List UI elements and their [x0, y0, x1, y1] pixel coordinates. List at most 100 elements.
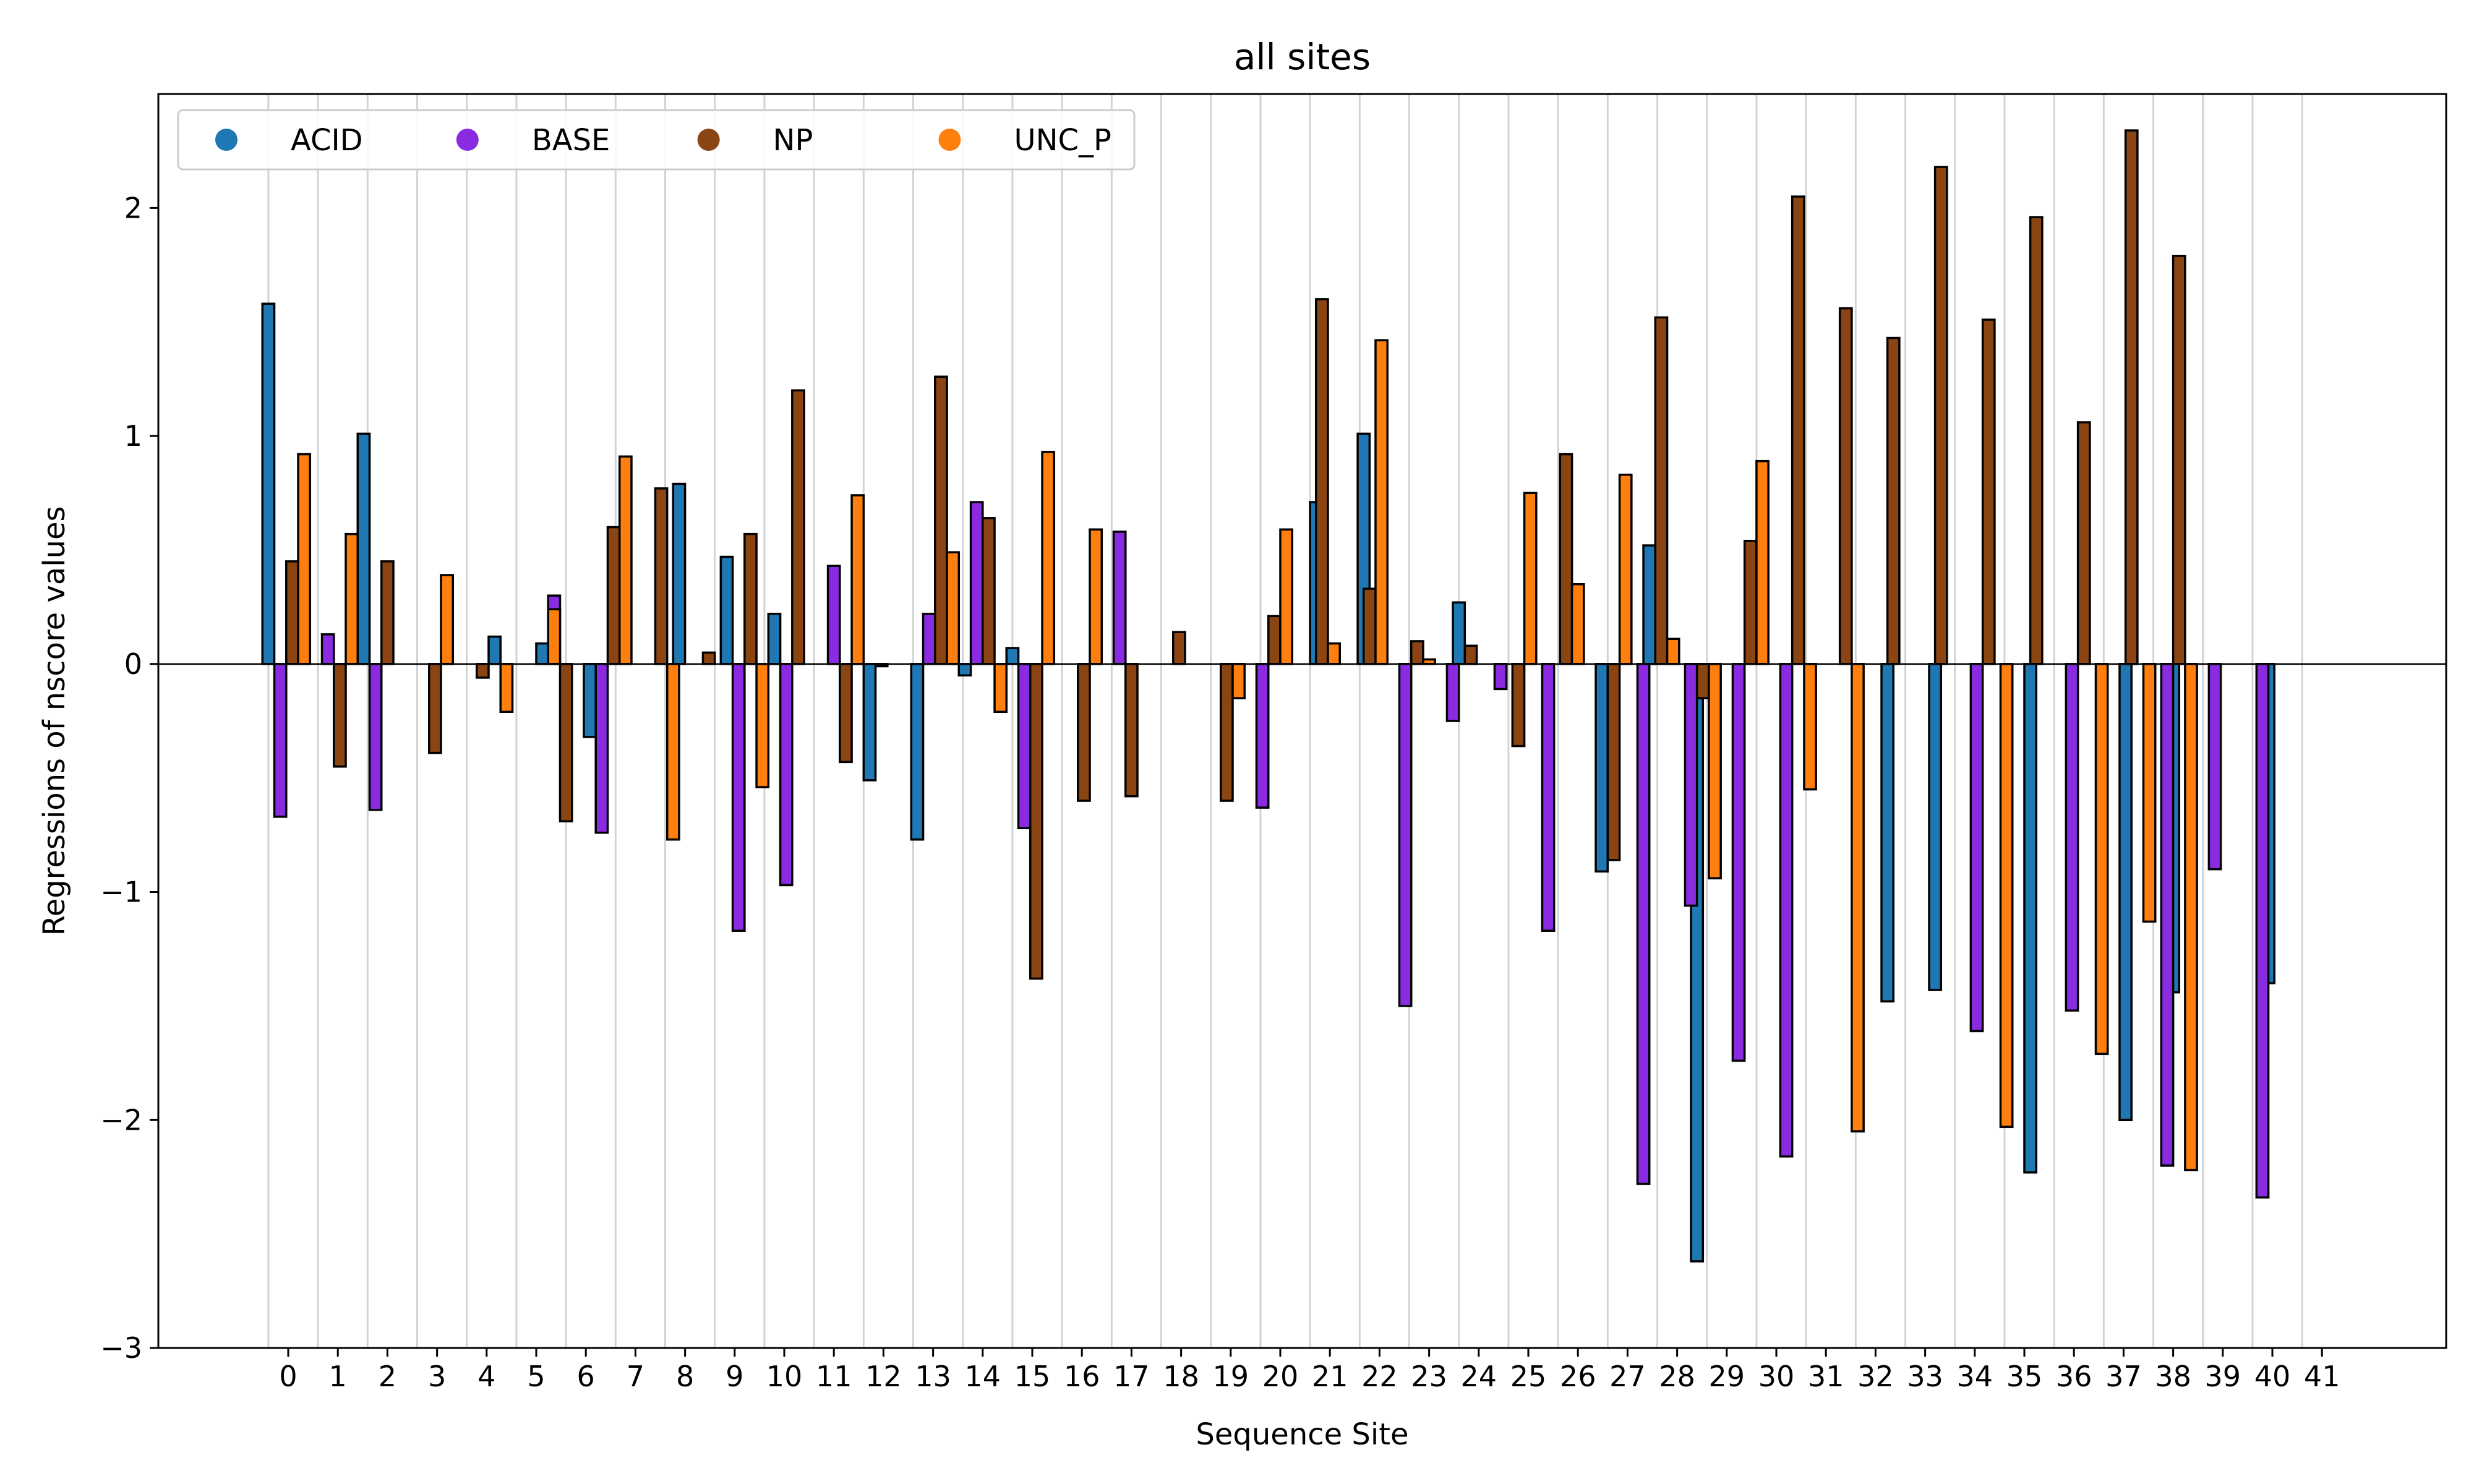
x-tick-label: 29: [1709, 1360, 1745, 1393]
bar-acid: [583, 663, 597, 738]
bar-unc_p: [1523, 492, 1538, 665]
bar-np: [333, 663, 347, 768]
bar-base: [594, 663, 609, 834]
bar-acid: [862, 663, 877, 782]
plot-frame: [157, 93, 2447, 1349]
bar-unc_p: [1851, 663, 1865, 1133]
bar-unc_p: [946, 551, 961, 665]
legend: ACID BASE NP UNC_P: [177, 109, 1136, 171]
bar-unc_p: [618, 455, 633, 665]
y-tick-label: 0: [124, 647, 142, 681]
x-tick-label: 16: [1064, 1360, 1100, 1393]
bar-np: [1029, 663, 1043, 980]
bar-np: [2076, 421, 2091, 665]
x-tick-label: 17: [1113, 1360, 1150, 1393]
bar-np: [839, 663, 853, 764]
x-tick-label: 19: [1213, 1360, 1249, 1393]
x-tick-label: 34: [1957, 1360, 1993, 1393]
bar-unc_p: [755, 663, 770, 788]
bar-unc_p: [1041, 451, 1056, 665]
bar-base: [1779, 663, 1794, 1158]
bar-unc_p: [1374, 339, 1389, 665]
bar-unc_p: [1708, 663, 1722, 880]
x-tick-label: 33: [1907, 1360, 1943, 1393]
bar-np: [1511, 663, 1526, 748]
x-tick-label: 21: [1312, 1360, 1348, 1393]
bar-acid: [2023, 663, 2037, 1174]
bar-base: [320, 633, 335, 665]
bar-acid: [1928, 663, 1943, 991]
x-tick-label: 15: [1014, 1360, 1051, 1393]
x-tick-label: 35: [2006, 1360, 2043, 1393]
bar-acid: [957, 663, 972, 677]
bar-unc_p: [2142, 663, 2157, 923]
chart-title: all sites: [1234, 36, 1371, 78]
bar-unc_p: [297, 453, 312, 665]
bar-unc_p: [1618, 474, 1633, 665]
bar-unc_p: [499, 663, 514, 714]
legend-label-base: BASE: [532, 123, 610, 158]
x-tick-label: 40: [2254, 1360, 2291, 1393]
bar-unc_p: [1570, 583, 1585, 665]
bar-unc_p: [1755, 459, 1770, 665]
bar-base: [1969, 663, 1984, 1033]
bar-np: [380, 560, 395, 665]
bar-unc_p: [547, 608, 562, 665]
bar-base: [1731, 663, 1746, 1062]
y-axis-title: Regressions of nscore values: [37, 506, 72, 936]
legend-marker-np: [697, 129, 720, 151]
x-tick-label: 18: [1163, 1360, 1199, 1393]
bar-np: [654, 487, 669, 665]
bar-acid: [2118, 663, 2133, 1122]
bar-np: [1220, 663, 1234, 802]
x-tick-label: 26: [1560, 1360, 1596, 1393]
bar-unc_p: [440, 574, 455, 665]
bar-base: [2065, 663, 2079, 1012]
legend-label-np: NP: [773, 123, 813, 158]
x-tick-label: 8: [676, 1360, 694, 1393]
bar-np: [1077, 663, 1091, 802]
bar-base: [273, 663, 288, 818]
bar-np: [1314, 298, 1329, 665]
bar-acid: [1594, 663, 1609, 873]
bar-base: [2207, 663, 2222, 871]
bar-acid: [1880, 663, 1895, 1003]
x-tick-label: 36: [2056, 1360, 2092, 1393]
x-tick-label: 14: [965, 1360, 1001, 1393]
legend-label-unc_p: UNC_P: [1014, 123, 1111, 158]
bar-base: [969, 501, 984, 665]
bar-np: [1654, 316, 1669, 665]
y-tick-label: 2: [124, 191, 142, 224]
x-tick-label: 27: [1609, 1360, 1646, 1393]
bar-unc_p: [1666, 638, 1680, 665]
legend-marker-unc_p: [938, 129, 961, 151]
bar-unc_p: [1999, 663, 2014, 1128]
bar-acid: [535, 642, 549, 665]
x-tick-label: 5: [527, 1360, 545, 1393]
legend-marker-acid: [215, 129, 238, 151]
y-tick-label: −3: [100, 1331, 142, 1365]
bar-np: [1981, 318, 1996, 665]
x-tick-label: 2: [379, 1360, 396, 1393]
bar-np: [2029, 216, 2044, 665]
y-tick-label: −1: [100, 876, 142, 909]
bar-np: [1463, 644, 1478, 665]
x-tick-label: 13: [915, 1360, 951, 1393]
x-tick-label: 20: [1262, 1360, 1299, 1393]
legend-marker-base: [456, 129, 479, 151]
bar-np: [701, 651, 716, 665]
bar-unc_p: [1089, 528, 1103, 665]
bar-unc_p: [666, 663, 680, 841]
bar-acid: [487, 635, 502, 665]
bar-unc_p: [993, 663, 1008, 714]
x-tick-label: 11: [816, 1360, 852, 1393]
x-tick-label: 0: [279, 1360, 297, 1393]
legend-box: [177, 109, 1136, 171]
bar-unc_p: [1231, 663, 1246, 699]
bar-base: [2255, 663, 2270, 1199]
x-tick-label: 32: [1857, 1360, 1894, 1393]
bar-np: [1124, 663, 1139, 798]
x-tick-label: 10: [766, 1360, 803, 1393]
